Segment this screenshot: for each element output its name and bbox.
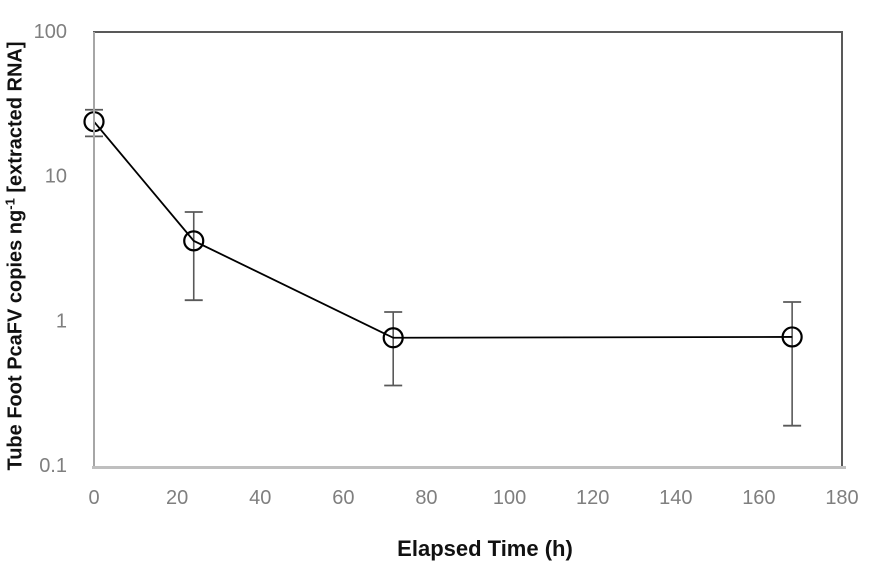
y-axis-title-main: Tube Foot PcaFV copies ng — [4, 209, 27, 471]
x-tick-label: 60 — [332, 487, 354, 509]
x-tick-label: 0 — [88, 487, 99, 509]
x-tick-label: 20 — [166, 487, 188, 509]
series-line — [93, 121, 793, 339]
x-tick-label: 160 — [742, 487, 775, 509]
y-axis-title-superscript: -1 — [2, 198, 18, 210]
data-point-marker — [183, 230, 205, 252]
y-tick-label: 100 — [34, 21, 67, 43]
y-tick-label: 0.1 — [39, 455, 67, 477]
data-point-marker — [382, 327, 404, 349]
x-tick-label: 180 — [825, 487, 858, 509]
x-tick-label: 140 — [659, 487, 692, 509]
y-axis-title: Tube Foot PcaFV copies ng-1 [extracted R… — [2, 41, 28, 471]
x-tick-label: 120 — [576, 487, 609, 509]
y-tick-label: 1 — [56, 310, 67, 332]
data-point-marker — [781, 326, 803, 348]
x-tick-label: 40 — [249, 487, 271, 509]
y-axis-title-suffix: [extracted RNA] — [4, 41, 27, 199]
y-tick-label: 10 — [45, 166, 67, 188]
x-axis-title: Elapsed Time (h) — [397, 536, 573, 561]
x-tick-label: 80 — [415, 487, 437, 509]
x-tick-label: 100 — [493, 487, 526, 509]
